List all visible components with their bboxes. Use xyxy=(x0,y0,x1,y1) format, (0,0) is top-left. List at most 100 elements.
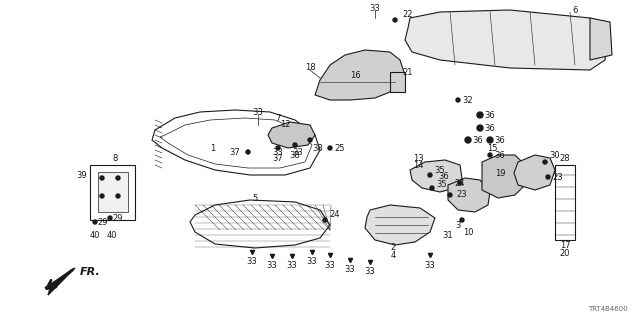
Circle shape xyxy=(116,176,120,180)
Text: 33: 33 xyxy=(324,260,335,269)
Text: TRT4B4600: TRT4B4600 xyxy=(588,306,628,312)
Text: 20: 20 xyxy=(560,249,570,258)
Text: 17: 17 xyxy=(560,241,570,250)
Polygon shape xyxy=(315,50,405,100)
Text: 23: 23 xyxy=(457,189,467,198)
Text: 25: 25 xyxy=(335,143,345,153)
Text: 33: 33 xyxy=(246,258,257,267)
Polygon shape xyxy=(152,110,320,175)
Text: 36: 36 xyxy=(438,172,449,180)
Text: 8: 8 xyxy=(112,154,118,163)
Circle shape xyxy=(546,175,550,179)
Text: 6: 6 xyxy=(572,5,578,14)
Bar xyxy=(390,72,405,92)
Circle shape xyxy=(487,137,493,143)
Polygon shape xyxy=(514,155,555,190)
Circle shape xyxy=(308,138,312,142)
Bar xyxy=(90,165,135,220)
Circle shape xyxy=(477,125,483,131)
Circle shape xyxy=(246,150,250,154)
Text: 33: 33 xyxy=(267,261,277,270)
Polygon shape xyxy=(190,200,330,248)
Polygon shape xyxy=(482,155,525,198)
Polygon shape xyxy=(160,118,312,168)
Text: 3: 3 xyxy=(455,220,461,229)
Text: 21: 21 xyxy=(403,68,413,76)
Text: 40: 40 xyxy=(90,230,100,239)
Text: 12: 12 xyxy=(280,119,291,129)
Text: 4: 4 xyxy=(390,251,396,260)
Polygon shape xyxy=(45,268,75,295)
Text: 33: 33 xyxy=(344,266,355,275)
Circle shape xyxy=(488,153,492,157)
Text: 22: 22 xyxy=(403,10,413,19)
Text: 37: 37 xyxy=(230,148,241,156)
Text: 33: 33 xyxy=(287,261,298,270)
Text: 33: 33 xyxy=(273,148,284,156)
Text: 33: 33 xyxy=(307,258,317,267)
Text: 36: 36 xyxy=(495,150,506,159)
Text: 15: 15 xyxy=(487,143,497,153)
Circle shape xyxy=(100,194,104,198)
Text: 36: 36 xyxy=(484,124,495,132)
Bar xyxy=(555,165,575,240)
Polygon shape xyxy=(590,18,612,60)
Text: 16: 16 xyxy=(349,70,360,79)
Text: 36: 36 xyxy=(495,135,506,145)
Text: 29: 29 xyxy=(98,218,108,227)
Text: 35: 35 xyxy=(435,165,445,174)
Text: 36: 36 xyxy=(472,135,483,145)
Text: 18: 18 xyxy=(305,62,316,71)
Circle shape xyxy=(543,160,547,164)
Circle shape xyxy=(456,98,460,102)
Text: 2: 2 xyxy=(390,243,396,252)
Polygon shape xyxy=(448,178,490,212)
Text: 36: 36 xyxy=(484,110,495,119)
Text: 1: 1 xyxy=(211,143,216,153)
Text: 23: 23 xyxy=(553,172,563,181)
Text: 5: 5 xyxy=(252,194,258,203)
Text: 37: 37 xyxy=(273,154,284,163)
Text: 33: 33 xyxy=(424,260,435,269)
Circle shape xyxy=(428,173,432,177)
Circle shape xyxy=(108,216,112,220)
Circle shape xyxy=(460,218,464,222)
Polygon shape xyxy=(268,122,315,148)
Text: 30: 30 xyxy=(550,150,560,159)
Circle shape xyxy=(93,220,97,224)
Text: 13: 13 xyxy=(413,154,423,163)
Text: 24: 24 xyxy=(330,210,340,219)
Text: 14: 14 xyxy=(413,161,423,170)
Circle shape xyxy=(448,193,452,197)
Text: FR.: FR. xyxy=(80,267,100,277)
Text: 38: 38 xyxy=(312,143,323,153)
Circle shape xyxy=(100,176,104,180)
Text: 39: 39 xyxy=(77,171,87,180)
Text: 40: 40 xyxy=(107,230,117,239)
Text: 19: 19 xyxy=(495,169,505,178)
Text: 24: 24 xyxy=(455,179,465,188)
Text: 28: 28 xyxy=(560,154,570,163)
Text: 29: 29 xyxy=(113,213,124,222)
Circle shape xyxy=(430,186,434,190)
Polygon shape xyxy=(410,160,462,192)
Circle shape xyxy=(323,218,327,222)
Circle shape xyxy=(328,146,332,150)
Circle shape xyxy=(116,194,120,198)
Text: 33: 33 xyxy=(253,108,264,116)
Circle shape xyxy=(465,137,471,143)
Text: 33: 33 xyxy=(292,148,303,156)
Circle shape xyxy=(393,18,397,22)
Circle shape xyxy=(276,146,280,150)
Polygon shape xyxy=(405,10,608,70)
Text: 38: 38 xyxy=(290,150,300,159)
Circle shape xyxy=(477,112,483,118)
Text: 33: 33 xyxy=(370,4,380,12)
Text: 7: 7 xyxy=(275,114,281,123)
Text: 32: 32 xyxy=(463,95,474,105)
Text: 35: 35 xyxy=(436,180,447,188)
Text: 10: 10 xyxy=(463,228,473,236)
Polygon shape xyxy=(365,205,435,245)
Circle shape xyxy=(293,143,297,147)
Circle shape xyxy=(458,181,462,185)
